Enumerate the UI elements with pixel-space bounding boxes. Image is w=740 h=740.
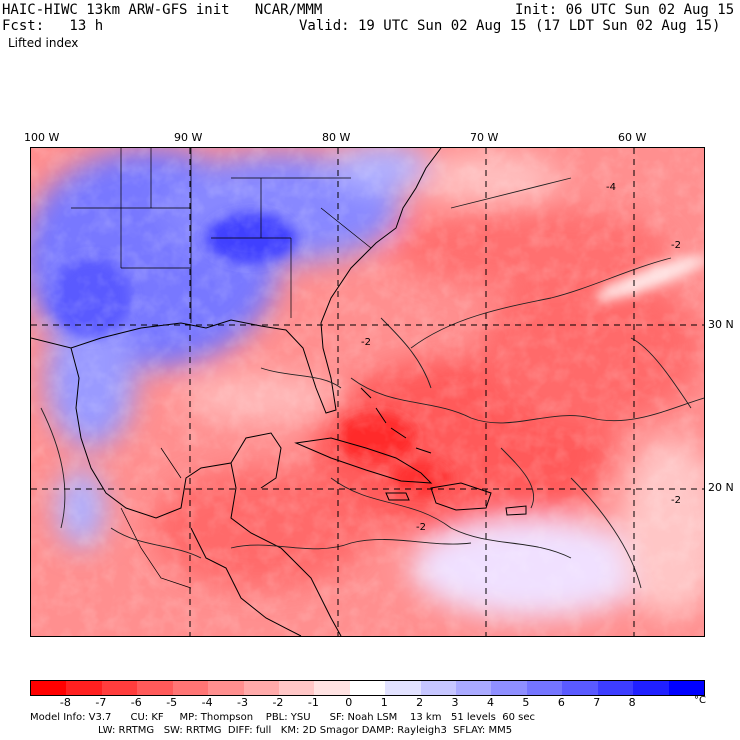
color-scale-swatch (420, 681, 457, 695)
color-scale-tick-label: 3 (451, 696, 459, 709)
color-scale-bar (30, 680, 705, 696)
color-scale-swatch (633, 681, 669, 695)
color-scale-tick-label: 5 (522, 696, 530, 709)
contour-label: -4 (606, 182, 616, 193)
contour-label: -2 (671, 495, 681, 506)
color-scale-tick-label: 8 (628, 696, 636, 709)
lat-label: 20 N (708, 481, 734, 494)
color-scale-swatch (385, 681, 421, 695)
contour-label: -2 (361, 337, 371, 348)
color-scale-swatch (137, 681, 173, 695)
color-scale-swatch (526, 681, 563, 695)
color-scale-swatch (456, 681, 492, 695)
color-scale-tick-label: 4 (486, 696, 494, 709)
lat-label: 30 N (708, 318, 734, 331)
color-scale-swatch (243, 681, 279, 695)
init-time: Init: 06 UTC Sun 02 Aug 15 (515, 2, 735, 18)
model-title: HAIC-HIWC 13km ARW-GFS init NCAR/MMM (2, 2, 323, 18)
color-scale-swatch (597, 681, 634, 695)
color-scale-swatch (31, 681, 67, 695)
color-scale-swatch (101, 681, 138, 695)
lon-label: 70 W (470, 131, 499, 144)
lon-label: 80 W (322, 131, 351, 144)
color-scale-swatch (278, 681, 315, 695)
color-scale-tick-label: -5 (166, 696, 178, 709)
color-scale-tick-label: 2 (416, 696, 424, 709)
color-scale-tick-label: 0 (345, 696, 353, 709)
color-scale-tick-label: -7 (95, 696, 107, 709)
lon-label: 100 W (24, 131, 60, 144)
lon-label: 60 W (618, 131, 647, 144)
color-scale-swatch (491, 681, 527, 695)
lifted-index-map: -2 -4 -2 -2 -2 (30, 147, 705, 637)
color-scale-swatch (314, 681, 350, 695)
color-scale-swatch (66, 681, 102, 695)
valid-time: Valid: 19 UTC Sun 02 Aug 15 (17 LDT Sun … (299, 18, 721, 34)
color-scale-unit: °C (694, 695, 706, 706)
model-info-line-2: LW: RRTMG SW: RRTMG DIFF: full KM: 2D Sm… (98, 725, 513, 736)
color-scale-tick-label: -1 (307, 696, 319, 709)
color-scale-tick-label: 1 (380, 696, 388, 709)
color-scale-swatch (668, 681, 705, 695)
color-scale-tick-label: -6 (130, 696, 142, 709)
color-scale-tick-label: -2 (272, 696, 284, 709)
lon-label: 90 W (174, 131, 203, 144)
contour-label: -2 (671, 240, 681, 251)
color-scale-tick-label: 6 (557, 696, 565, 709)
color-scale-swatch (208, 681, 244, 695)
field-name: Lifted index (8, 36, 79, 50)
forecast-hour: Fcst: 13 h (2, 18, 104, 34)
color-scale-swatch (349, 681, 386, 695)
color-scale-swatch (562, 681, 598, 695)
contour-label: -2 (416, 522, 426, 533)
model-info-line-1: Model Info: V3.7 CU: KF MP: Thompson PBL… (30, 712, 536, 723)
color-scale-tick-label: -8 (59, 696, 71, 709)
color-scale-tick-label: 7 (593, 696, 601, 709)
color-scale-tick-label: -3 (237, 696, 248, 709)
color-scale-swatch (172, 681, 209, 695)
color-scale-tick-label: -4 (201, 696, 213, 709)
